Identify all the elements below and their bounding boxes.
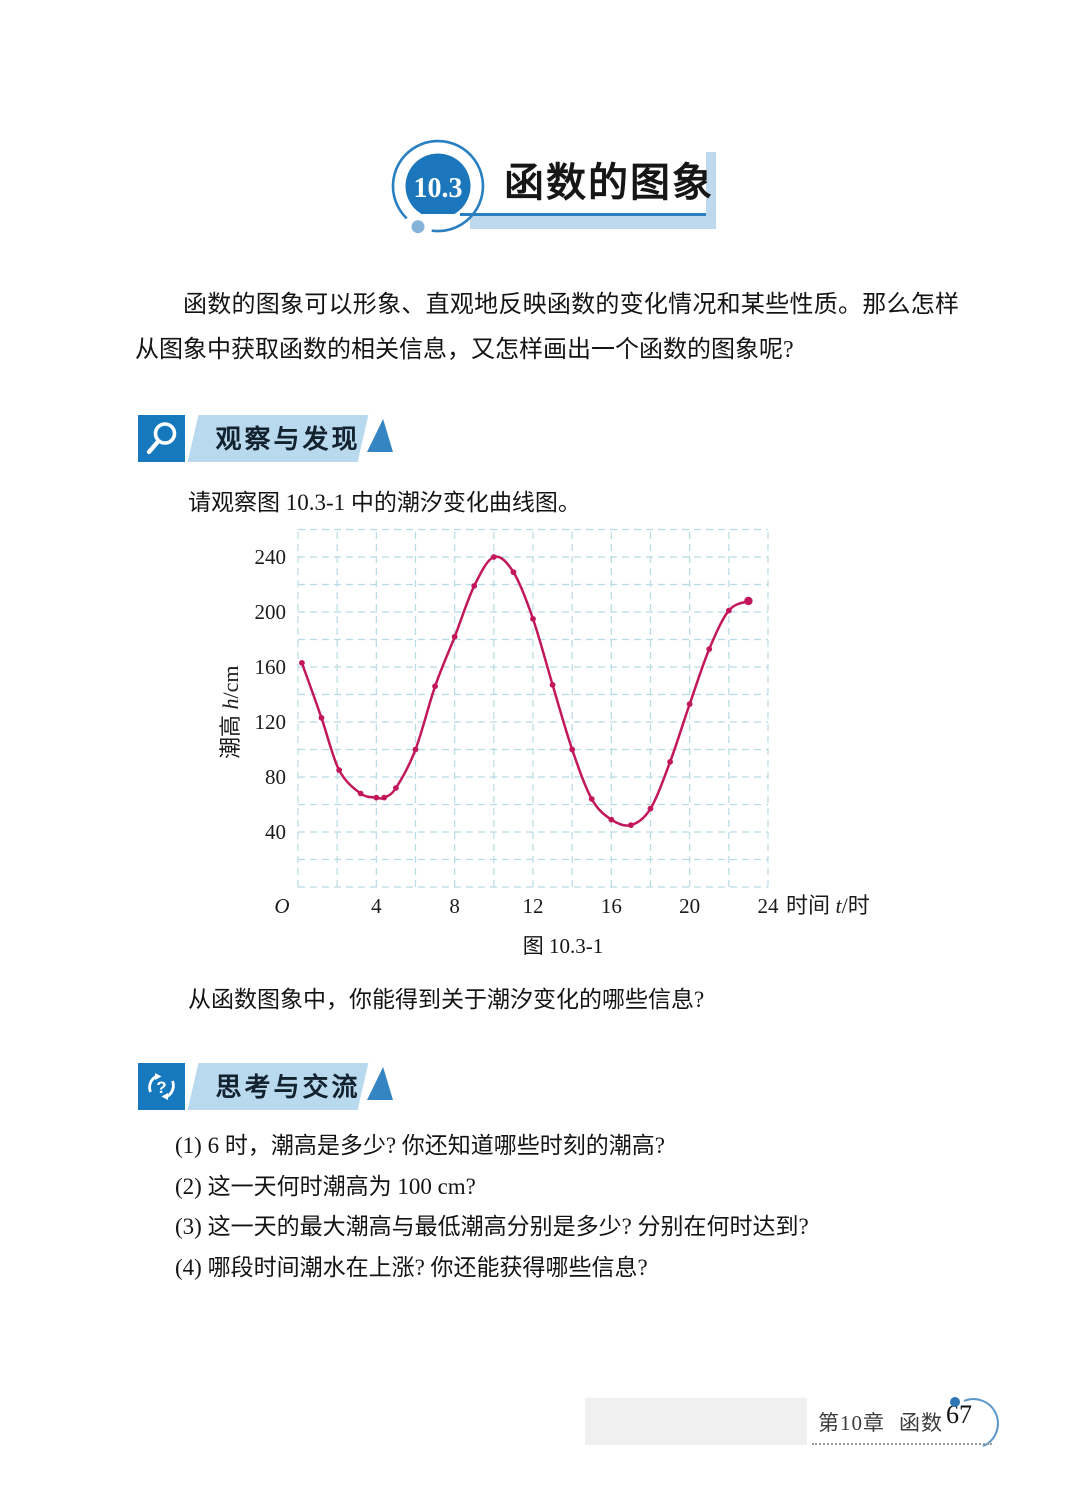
section-title-card: 函数的图象 [460, 139, 712, 216]
svg-text:16: 16 [601, 894, 622, 918]
svg-text:潮高 h/cm: 潮高 h/cm [218, 665, 243, 759]
observe-banner-triangle [367, 419, 393, 452]
footer-arc-dot [950, 1397, 960, 1407]
badge-dot [411, 220, 425, 234]
question-item-4: (4) 哪段时间潮水在上涨? 你还能获得哪些信息? [175, 1254, 648, 1280]
observe-banner: 观察与发现 [138, 415, 558, 462]
footer-chapter-number: 第10章 [818, 1411, 885, 1435]
question-item-1: (1) 6 时，潮高是多少? 你还知道哪些时刻的潮高? [175, 1133, 665, 1158]
observe-intro: 请观察图 10.3-1 中的潮汐变化曲线图。 [188, 490, 581, 515]
svg-text:8: 8 [449, 894, 460, 918]
footer-arc-decoration [950, 1397, 999, 1447]
think-banner: ? 思考与交流 [138, 1063, 558, 1110]
intro-paragraph: 函数的图象可以形象、直观地反映函数的变化情况和某些性质。那么怎样从图象中获取函数… [135, 292, 959, 363]
svg-text:24: 24 [757, 894, 779, 918]
figure-caption: 图 10.3-1 [522, 934, 604, 958]
svg-text:4: 4 [371, 894, 382, 918]
svg-text:20: 20 [679, 894, 700, 918]
think-banner-triangle [367, 1067, 393, 1100]
observe-banner-label: 观察与发现 [215, 424, 361, 454]
svg-text:?: ? [156, 1078, 166, 1097]
svg-text:40: 40 [265, 820, 286, 844]
magnifier-icon [146, 422, 177, 455]
question-list: (1) 6 时，潮高是多少? 你还知道哪些时刻的潮高? (2) 这一天何时潮高为… [175, 1126, 809, 1288]
observe-question: 从函数图象中，你能得到关于潮汐变化的哪些信息? [188, 987, 705, 1012]
question-item-2: (2) 这一天何时潮高为 100 cm? [175, 1173, 476, 1199]
section-title: 函数的图象 [504, 161, 714, 205]
section-badge: 10.3 [391, 139, 485, 234]
tide-chart: 40 80 120 160 200 240 4 8 12 16 20 24 O 时间 t/时 潮高 h/cm [218, 524, 918, 944]
svg-text:240: 240 [255, 545, 287, 569]
think-icon-box: ? [138, 1063, 185, 1110]
footer-chapter: 第10章 函数 [818, 1407, 943, 1437]
svg-text:O: O [274, 894, 289, 918]
svg-text:80: 80 [265, 765, 286, 789]
question-refresh-icon: ? [148, 1073, 175, 1100]
footer-chapter-title: 函数 [899, 1411, 943, 1435]
svg-text:120: 120 [255, 710, 287, 734]
footer-band [585, 1398, 807, 1445]
badge-disc [405, 153, 471, 214]
think-banner-label: 思考与交流 [215, 1072, 361, 1102]
svg-text:160: 160 [255, 655, 287, 679]
svg-text:12: 12 [522, 894, 543, 918]
observe-icon-box [138, 415, 185, 462]
svg-text:时间 t/时: 时间 t/时 [786, 893, 870, 918]
tide-chart-svg: 40 80 120 160 200 240 4 8 12 16 20 24 O 时间 t/时 潮高 h/cm [218, 528, 870, 918]
footer-dotted-line [812, 1443, 992, 1445]
badge-number: 10.3 [414, 173, 463, 204]
question-item-3: (3) 这一天的最大潮高与最低潮高分别是多少? 分别在何时达到? [175, 1214, 809, 1239]
svg-text:200: 200 [255, 600, 287, 624]
badge-ring [391, 139, 485, 233]
